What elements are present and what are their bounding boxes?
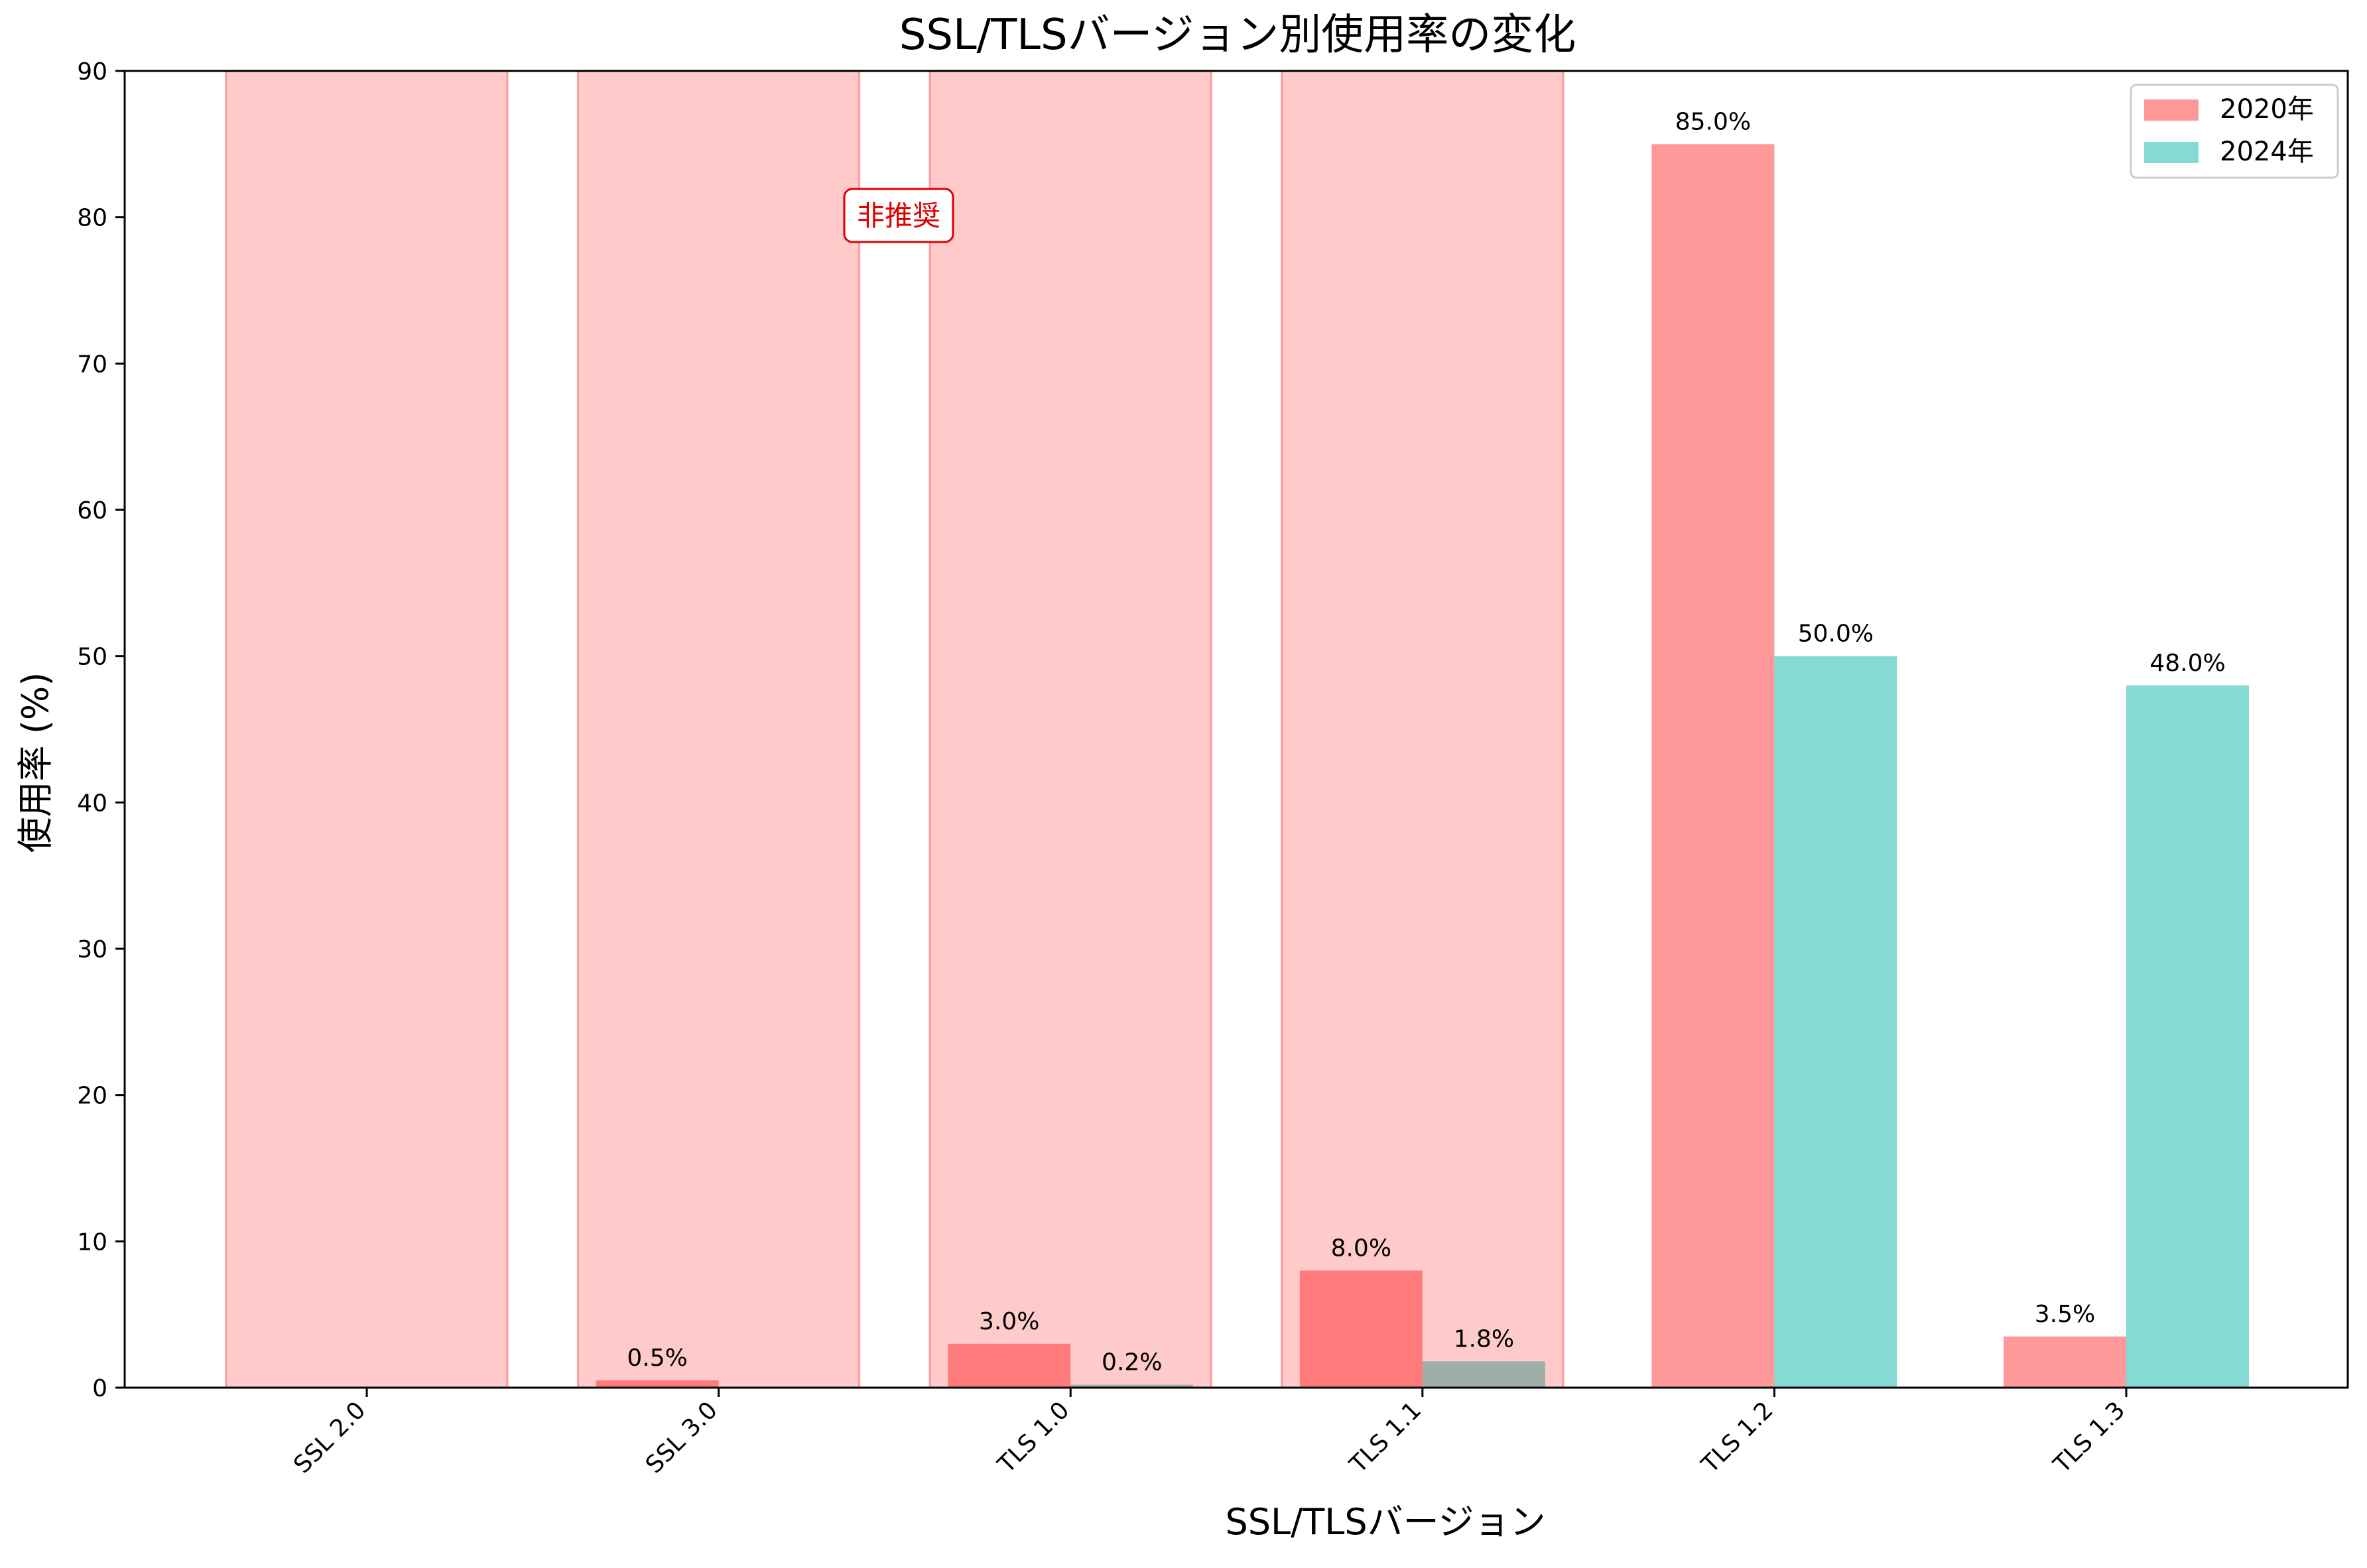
y-tick-label: 90 xyxy=(77,58,107,86)
deprecated-annotation: 非推奨 xyxy=(857,200,940,232)
bar-2024 xyxy=(1774,656,1897,1388)
deprecated-band xyxy=(577,70,861,1389)
bar-value-label: 0.5% xyxy=(627,1345,687,1372)
bar-2024 xyxy=(1070,1384,1194,1388)
y-tick-label: 80 xyxy=(77,205,107,232)
y-tick-label: 30 xyxy=(77,936,107,963)
legend-swatch xyxy=(2144,142,2199,163)
bar-value-label: 50.0% xyxy=(1798,621,1874,648)
bar-2020 xyxy=(948,1343,1071,1388)
legend-swatch xyxy=(2144,99,2199,121)
bar-value-label: 3.0% xyxy=(979,1308,1039,1335)
bar-value-label: 0.2% xyxy=(1102,1349,1162,1376)
x-tick-label: SSL 2.0 xyxy=(288,1396,371,1478)
x-tick-label: TLS 1.0 xyxy=(992,1396,1074,1478)
y-tick-label: 70 xyxy=(77,351,107,378)
chart-title: SSL/TLSバージョン別使用率の変化 xyxy=(899,11,1576,60)
y-tick-label: 50 xyxy=(77,644,107,671)
bar-2020 xyxy=(2004,1336,2126,1388)
y-tick-label: 40 xyxy=(77,790,107,817)
x-tick-label: TLS 1.3 xyxy=(2048,1396,2130,1478)
bar-2024 xyxy=(1422,1361,1545,1388)
bar-value-label: 1.8% xyxy=(1454,1325,1514,1353)
x-tick-label: SSL 3.0 xyxy=(641,1396,723,1478)
deprecated-band xyxy=(225,70,509,1389)
bar-value-label: 85.0% xyxy=(1675,108,1751,135)
legend-entry: 2020年 xyxy=(2220,94,2314,125)
legend-entry: 2024年 xyxy=(2220,137,2314,167)
x-axis-label: SSL/TLSバージョン xyxy=(1225,1501,1545,1543)
bar-value-label: 8.0% xyxy=(1331,1235,1391,1262)
deprecated-band xyxy=(1281,70,1565,1389)
bar-2020 xyxy=(596,1380,719,1388)
bar-2020 xyxy=(1299,1270,1423,1388)
y-tick-label: 10 xyxy=(77,1229,107,1256)
y-tick-label: 0 xyxy=(92,1375,107,1402)
y-tick-label: 20 xyxy=(77,1083,107,1110)
plot-area: 0.5% 3.0% 8.0% 85.0% 3.5% 0.2% 1.8% 50.0% 48.0% 0… xyxy=(77,58,2349,1479)
bar-value-label: 3.5% xyxy=(2035,1301,2095,1328)
deprecated-annotation-box xyxy=(843,188,954,243)
deprecated-band xyxy=(928,70,1212,1389)
y-axis-label: 使用率 (%) xyxy=(15,672,56,853)
y-tick-label: 60 xyxy=(77,497,107,524)
bar-2024 xyxy=(2126,685,2249,1388)
x-tick-label: TLS 1.2 xyxy=(1696,1396,1779,1478)
plot-frame xyxy=(123,70,2349,1389)
bar-value-label: 48.0% xyxy=(2149,650,2225,677)
bar-2020 xyxy=(1651,144,1775,1388)
x-tick-label: TLS 1.1 xyxy=(1344,1396,1427,1478)
